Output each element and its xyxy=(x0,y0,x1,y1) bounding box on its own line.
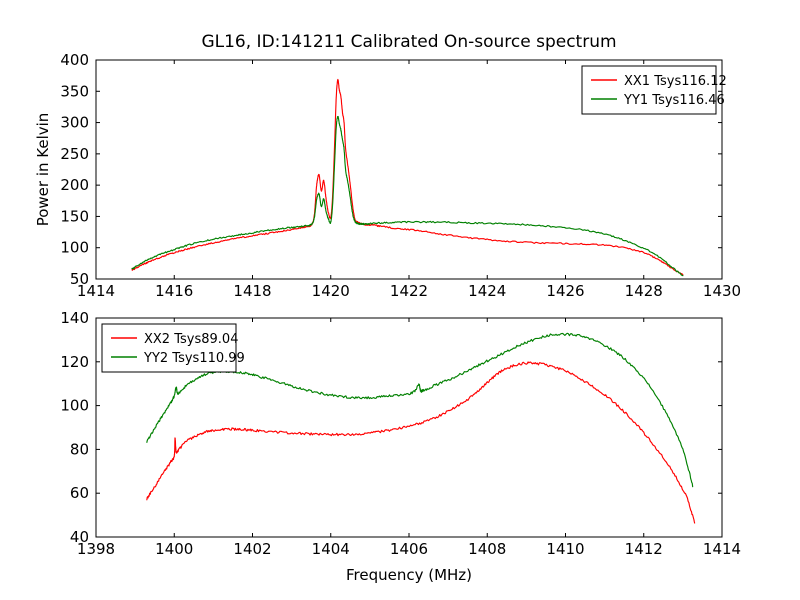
y-tick-label: 100 xyxy=(60,239,89,257)
legend-label: XX2 Tsys89.04 xyxy=(144,332,238,347)
x-tick-label: 1428 xyxy=(625,282,663,300)
y-tick-label: 40 xyxy=(70,528,89,546)
y-axis-title: Power in Kelvin xyxy=(34,113,52,227)
x-tick-label: 1426 xyxy=(546,282,584,300)
x-tick-label: 1418 xyxy=(233,282,271,300)
panel-top-panel: 1414 1416 1418 1420 1422 1424 1426 1428 1430 50 10… xyxy=(34,32,741,300)
legend: XX1 Tsys116.12 YY1 Tsys116.46 xyxy=(581,65,727,115)
trace-yy2 xyxy=(146,332,694,488)
x-tick-label: 1398 xyxy=(77,540,115,558)
x-axis-title: Frequency (MHz) xyxy=(346,566,472,584)
legend-label: YY2 Tsys110.99 xyxy=(143,351,245,366)
x-tick-label: 1414 xyxy=(703,540,741,558)
trace-group xyxy=(131,78,684,277)
figure-title: GL16, ID:141211 Calibrated On-source spe… xyxy=(201,32,616,52)
x-tick-label: 1404 xyxy=(312,540,350,558)
x-tick-label: 1402 xyxy=(233,540,271,558)
x-tick-label: 1424 xyxy=(468,282,506,300)
y-tick-label: 80 xyxy=(70,440,89,458)
y-tick-label: 400 xyxy=(60,51,89,69)
y-tick-label: 150 xyxy=(60,207,89,225)
x-tick-label: 1420 xyxy=(312,282,350,300)
y-tick-label: 350 xyxy=(60,82,89,100)
x-tick-label: 1412 xyxy=(625,540,663,558)
y-tick-label: 300 xyxy=(60,114,89,132)
y-tick-label: 60 xyxy=(70,484,89,502)
x-tick-label: 1400 xyxy=(155,540,193,558)
y-tick-label: 50 xyxy=(70,270,89,288)
legend: XX2 Tsys89.04 YY2 Tsys110.99 xyxy=(101,323,245,373)
y-tick-label: 120 xyxy=(60,353,89,371)
y-tick-label: 250 xyxy=(60,145,89,163)
x-tick-label: 1430 xyxy=(703,282,741,300)
y-tick-label: 200 xyxy=(60,176,89,194)
x-tick-label: 1406 xyxy=(390,540,428,558)
legend-box xyxy=(101,323,237,373)
trace-group xyxy=(146,332,696,524)
x-tick-label: 1408 xyxy=(468,540,506,558)
x-tick-label: 1416 xyxy=(155,282,193,300)
x-tick-label: 1414 xyxy=(77,282,115,300)
y-tick-label: 140 xyxy=(60,309,89,327)
trace-xx1 xyxy=(131,78,684,276)
panel-bottom-panel: 1398 1400 1402 1404 1406 1408 1410 1412 1414 40 60… xyxy=(60,309,741,584)
trace-yy1 xyxy=(131,115,684,277)
y-tick-label: 100 xyxy=(60,397,89,415)
legend-label: YY1 Tsys116.46 xyxy=(623,93,725,108)
legend-label: XX1 Tsys116.12 xyxy=(624,74,727,89)
legend-box xyxy=(581,65,717,115)
x-tick-label: 1410 xyxy=(546,540,584,558)
x-tick-label: 1422 xyxy=(390,282,428,300)
trace-xx2 xyxy=(146,361,696,524)
